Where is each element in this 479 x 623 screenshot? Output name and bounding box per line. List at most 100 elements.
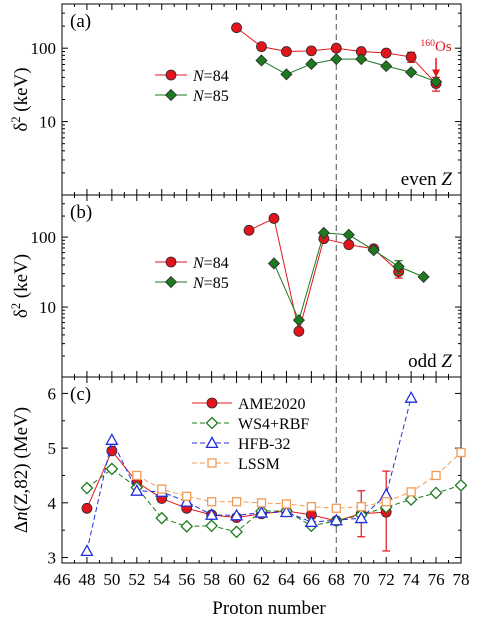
x-tick-label: 76 [428,570,445,589]
x-axis-label: Proton number [212,598,326,619]
y-tick-label: 100 [31,228,57,247]
data-point [106,445,118,457]
legend-label: N=84 [192,68,229,85]
legend-entry: AME2020 [192,396,306,413]
data-point [105,462,119,476]
x-axis: 46 48 50 52 54 56 58 60 62 64 66 68 70 72 74 76 78 [54,570,470,589]
data-point [205,508,219,520]
data-point [81,502,93,514]
panel-c: 3 4 5 6 Δn(Z,82) (MeV) (c) AME2020 WS4+RBF HFB-3… [11,376,468,568]
data-point [304,515,318,528]
data-point [367,244,380,257]
data-point [380,60,393,73]
data-point [343,239,355,251]
legend-entry: N=85 [155,275,229,292]
data-point [306,502,317,512]
data-point [405,66,418,79]
data-point [155,511,169,525]
data-point [80,481,94,495]
legend-marker [207,458,217,468]
x-tick-label: 64 [278,570,296,589]
data-point [392,260,405,273]
series-n-85 [267,226,430,327]
data-point [380,47,392,59]
legend-label: N=85 [192,275,229,292]
data-point [330,42,342,54]
panel-a: 10 100 δ2 (keV) (a) even Z N=84 N=85 160Os [9,3,462,196]
data-point [256,41,267,53]
y-tick-label: 5 [48,439,57,458]
data-point [429,75,443,88]
data-point [405,51,417,63]
x-tick-label: 72 [378,570,395,589]
panel-b: 10 100 δ2 (keV) (b) odd Z N=84 N=85 [9,194,462,378]
data-point [281,46,292,57]
data-point [254,505,269,518]
data-point [305,57,318,71]
data-point [381,497,391,507]
data-point [206,497,217,507]
data-point [231,22,242,34]
legend-label: LSSM [238,456,280,473]
data-point [305,45,317,57]
data-point [256,498,267,508]
panel-corner-label: odd Z [408,351,452,372]
x-tick-label: 66 [303,570,320,589]
legend-marker [164,88,178,102]
legend-marker [205,416,219,430]
data-point [280,68,293,81]
series-line [86,468,462,533]
legend-entry: N=85 [155,88,229,105]
data-point [354,511,368,524]
data-point [329,513,343,526]
data-point [456,447,466,458]
y-tick-label: 3 [48,549,57,568]
panel-frame [61,194,462,378]
legend-marker [165,69,177,81]
data-point [330,53,343,66]
data-point [205,519,219,533]
y-tick-label: 4 [48,494,57,513]
data-point [105,433,119,445]
panel-frame [61,3,462,196]
data-point [431,470,441,481]
panel-label: (a) [70,11,91,32]
data-point [429,486,443,500]
x-tick-label: 54 [153,570,171,589]
data-point [281,499,292,509]
x-tick-label: 78 [453,570,470,589]
data-point [229,508,244,521]
x-tick-label: 52 [128,570,145,589]
data-point [406,487,416,497]
y-axis-label: δ2 (keV) [9,254,32,318]
series-lssm [132,447,466,513]
data-point [331,503,341,513]
legend-entry: HFB-32 [192,436,290,453]
annotation-arrow-head [432,69,441,78]
data-point [267,257,281,270]
legend-label: HFB-32 [238,436,290,453]
data-point [130,483,144,496]
y-axis-label: δ2 (keV) [9,67,32,131]
panel-corner-label: even Z [401,169,453,190]
x-tick-label: 50 [103,570,120,589]
legend-marker [205,436,219,449]
data-point [293,325,305,337]
data-point [317,226,330,239]
legend-label: AME2020 [238,396,306,413]
data-point [268,213,280,224]
data-point [182,491,192,501]
data-point [355,53,368,66]
data-point [279,505,294,518]
panel-label: (b) [70,202,92,223]
legend-marker [165,256,177,268]
y-tick-label: 100 [31,39,57,58]
x-tick-label: 74 [403,570,421,589]
x-tick-label: 56 [178,570,195,589]
legend-marker [206,397,218,409]
data-point [132,470,142,481]
legend-label: N=84 [192,255,229,272]
y-tick-label: 10 [39,113,56,132]
data-point [292,314,305,327]
